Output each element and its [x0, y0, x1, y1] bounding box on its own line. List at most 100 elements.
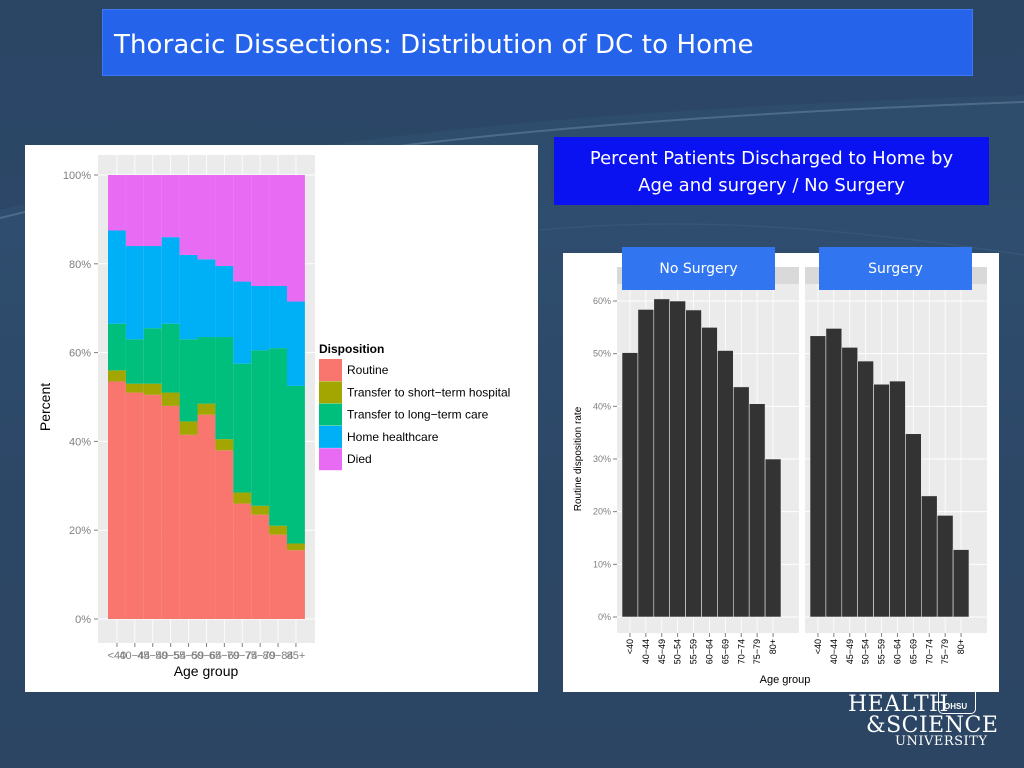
bar-segment — [161, 405, 180, 619]
bar — [621, 352, 639, 618]
y-tick-label: 20% — [69, 525, 91, 537]
y-tick-label: 10% — [593, 559, 611, 569]
x-axis-title: Age group — [760, 674, 811, 686]
bar-segment — [108, 175, 126, 231]
y-tick-label: 30% — [593, 454, 611, 464]
caption-line-1: Percent Patients Discharged to Home by — [589, 148, 954, 169]
bar-segment — [215, 439, 234, 451]
y-tick-label: 80% — [69, 259, 91, 271]
bar — [905, 433, 922, 618]
y-tick-label: 40% — [593, 401, 611, 411]
bar-segment — [233, 492, 252, 504]
x-tick-label: 65−69 — [209, 650, 240, 662]
bar-segment — [215, 175, 234, 267]
x-tick-label: 40−44 — [119, 650, 150, 662]
x-tick-label: <40 — [625, 639, 635, 654]
bar-segment — [215, 266, 234, 338]
bar-segment — [287, 550, 305, 619]
x-tick-label: 65−69 — [720, 639, 730, 664]
y-tick-label: 50% — [593, 349, 611, 359]
x-tick-label: 75−79 — [940, 639, 950, 664]
x-tick-label: 60−64 — [892, 639, 902, 664]
stacked-bar-chart: 0% 20% 40% 60% 80% 100% <4040−4445−4950−5455−5… — [37, 155, 510, 679]
bar — [701, 327, 718, 618]
bar-segment — [125, 392, 144, 619]
facet-tab-surgery: Surgery — [819, 247, 972, 290]
bar — [653, 298, 671, 618]
bar-segment — [233, 503, 252, 619]
bar-segment — [197, 175, 216, 260]
x-tick-label: 55−59 — [877, 639, 887, 664]
bar — [889, 380, 906, 618]
x-tick-label: 70−74 — [227, 650, 258, 662]
bar-segment — [161, 392, 180, 406]
bar-segment — [108, 370, 126, 382]
x-tick-label: 40−44 — [829, 639, 839, 664]
bar-segment — [251, 286, 270, 351]
bar — [857, 360, 874, 618]
x-tick-label: 45−49 — [845, 639, 855, 664]
x-tick-label: 80+ — [768, 639, 778, 654]
x-tick-label: 75−79 — [752, 639, 762, 664]
x-tick-label: 45−49 — [657, 639, 667, 664]
bar — [920, 495, 938, 618]
bar — [733, 386, 750, 618]
bar — [873, 383, 890, 618]
bar-segment — [143, 328, 162, 384]
bar — [809, 335, 827, 618]
bar-segment — [269, 286, 287, 349]
bar-segment — [161, 175, 180, 238]
bar — [685, 309, 702, 618]
logo-line-1: HEALTH — [848, 692, 949, 717]
bar-segment — [108, 230, 126, 324]
ohsu-logo: OHSU HEALTH &SCIENCE UNIVERSITY — [848, 686, 998, 756]
bar-segment — [179, 421, 198, 435]
bar-segment — [215, 450, 234, 619]
bar-segment — [251, 175, 270, 286]
bar — [748, 403, 766, 618]
legend-label: Transfer to long−term care — [347, 408, 489, 422]
bar-segment — [287, 385, 305, 544]
bar-segment — [215, 337, 234, 440]
x-tick-label: 55−59 — [173, 650, 204, 662]
legend-swatch — [319, 381, 342, 404]
bar-segment — [179, 175, 198, 255]
bar-segment — [143, 383, 162, 395]
x-tick-label: 55−59 — [689, 639, 699, 664]
x-tick-label: 70−74 — [736, 639, 746, 664]
bar-segment — [233, 281, 252, 364]
bar-segment — [197, 337, 216, 404]
bar-segment — [125, 339, 144, 384]
bar — [841, 347, 858, 618]
bar — [717, 350, 734, 618]
x-tick-label: 75−79 — [245, 650, 276, 662]
bar-segment — [251, 505, 270, 515]
x-tick-label: 50−54 — [673, 639, 683, 664]
bar-segment — [108, 323, 126, 371]
bar-segment — [143, 175, 162, 247]
x-tick-label: 45−49 — [137, 650, 168, 662]
x-tick-label: 40−44 — [641, 639, 651, 664]
x-tick-label: 65−69 — [908, 639, 918, 664]
x-tick-label: 70−74 — [924, 639, 934, 664]
caption-line-2: Age and surgery / No Surgery — [638, 175, 905, 196]
bar — [825, 328, 843, 618]
bar-segment — [143, 246, 162, 329]
bar-segment — [125, 383, 144, 393]
bar-segment — [125, 175, 144, 247]
bar-segment — [287, 301, 305, 386]
bar-segment — [179, 339, 198, 422]
bar-segment — [287, 175, 305, 302]
bar-segment — [269, 175, 287, 286]
bar — [952, 549, 970, 618]
bar — [669, 300, 686, 618]
x-tick-label: 80−84 — [263, 650, 294, 662]
legend-swatch — [319, 425, 342, 448]
x-tick-label: 60−64 — [704, 639, 714, 664]
ohsu-badge: OHSU — [938, 688, 976, 714]
x-tick-label: 80+ — [956, 639, 966, 654]
bar-segment — [269, 534, 287, 619]
stacked-chart-panel: 0% 20% 40% 60% 80% 100% <40 40−44 45−49 50−54 55−5… — [25, 145, 538, 692]
bar-segment — [269, 348, 287, 526]
chart-caption-box: Percent Patients Discharged to Home by A… — [554, 137, 989, 205]
